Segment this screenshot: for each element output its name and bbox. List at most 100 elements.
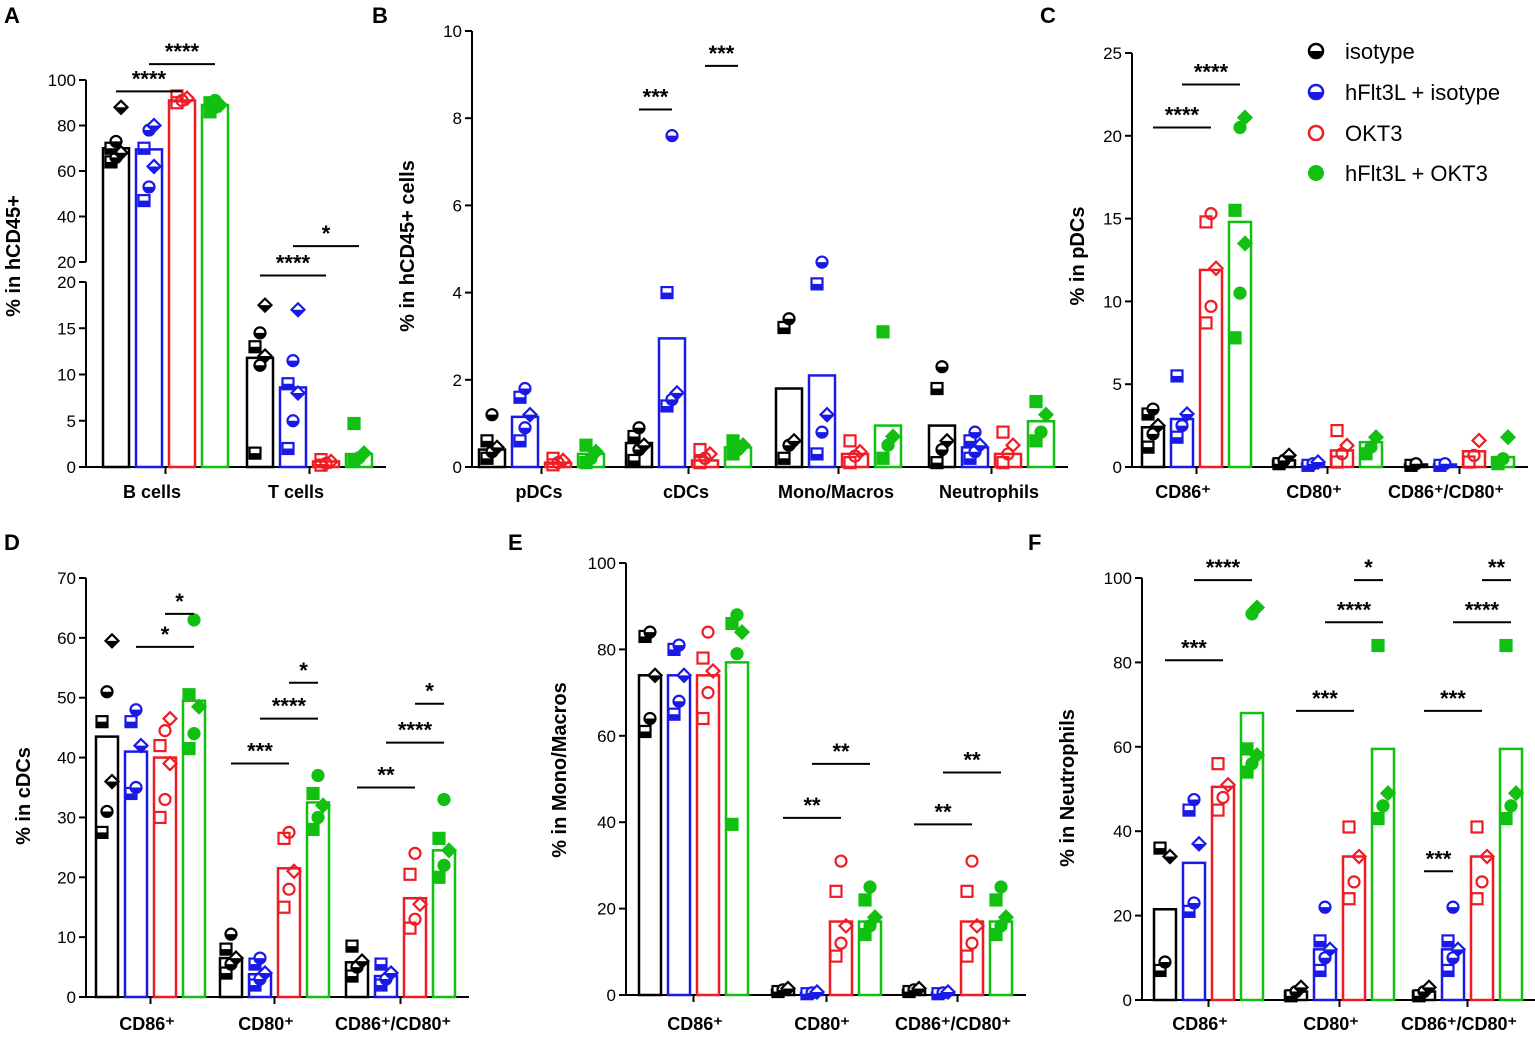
data-point <box>1037 406 1055 423</box>
data-point-fill <box>1188 902 1200 909</box>
data-point-fill <box>1278 460 1290 466</box>
significance-label: **** <box>1337 597 1372 622</box>
data-point-fill <box>931 388 943 395</box>
panel-d: D % in cDCs 010203040506070*************… <box>4 530 469 1034</box>
y-tick-label: 20 <box>597 900 616 919</box>
category-label: B cells <box>123 482 181 502</box>
data-point <box>153 810 167 825</box>
data-point-fill <box>1442 970 1454 976</box>
data-point <box>1367 429 1385 446</box>
data-point-fill <box>936 449 948 456</box>
data-point <box>546 451 560 465</box>
data-point-fill <box>486 414 498 421</box>
data-point-fill <box>783 318 795 325</box>
y-axis-label: % in hCD45+ <box>3 195 25 317</box>
data-point-fill <box>964 440 976 447</box>
data-point-fill <box>1183 911 1195 917</box>
data-point-fill <box>1319 957 1331 964</box>
data-point-fill <box>941 991 955 999</box>
data-point <box>432 870 446 884</box>
data-point <box>1236 235 1254 252</box>
y-tick-label: 15 <box>57 319 76 338</box>
significance-label: * <box>322 221 331 246</box>
data-point <box>306 822 320 837</box>
data-point <box>960 884 974 898</box>
significance-label: * <box>161 622 170 647</box>
data-point-fill <box>481 458 493 464</box>
bar <box>276 867 302 999</box>
y-tick-label: 20 <box>1103 127 1122 146</box>
data-point-fill <box>666 399 678 405</box>
bar <box>807 374 837 469</box>
significance-label: *** <box>1426 846 1452 871</box>
data-point-fill <box>490 447 504 454</box>
data-point <box>153 738 167 753</box>
data-point-fill <box>114 152 128 160</box>
data-point <box>858 893 872 907</box>
data-point <box>863 880 877 894</box>
data-point <box>1499 429 1517 446</box>
bar <box>774 387 804 469</box>
data-point <box>968 917 986 934</box>
bar <box>1341 855 1367 1002</box>
significance-label: *** <box>709 41 735 66</box>
bar <box>94 735 120 999</box>
data-point <box>1248 599 1266 616</box>
bar <box>695 674 721 997</box>
data-point-fill <box>673 645 685 651</box>
data-point <box>1240 742 1254 756</box>
data-point <box>579 438 593 452</box>
data-point <box>158 792 172 807</box>
data-point <box>432 831 446 845</box>
data-point-fill <box>346 946 358 952</box>
legend-label: hFlt3L + isotype <box>1345 80 1500 105</box>
y-tick-label: 0 <box>67 458 76 477</box>
data-point-fill <box>380 979 392 985</box>
data-point-fill <box>519 388 531 395</box>
data-point-fill <box>96 721 108 728</box>
category-label: CD80⁺ <box>238 1014 294 1034</box>
data-point <box>411 896 429 913</box>
data-point <box>994 880 1008 894</box>
data-point-fill <box>114 107 128 114</box>
legend-marker-fill <box>1309 92 1323 99</box>
bar <box>1498 747 1524 1002</box>
data-point-fill <box>781 988 795 996</box>
data-point <box>876 325 890 339</box>
data-point <box>1371 638 1385 653</box>
data-point <box>1001 447 1015 461</box>
data-point-fill <box>287 360 299 367</box>
bar <box>167 99 197 469</box>
category-label: Mono/Macros <box>778 482 894 502</box>
data-point-fill <box>291 393 305 400</box>
y-tick-label: 30 <box>57 808 76 827</box>
data-point <box>730 608 744 622</box>
data-point-fill <box>258 356 272 363</box>
data-point <box>965 854 979 868</box>
data-point-fill <box>661 292 673 299</box>
data-point-fill <box>673 701 685 707</box>
data-point <box>1219 776 1237 793</box>
data-point-fill <box>816 262 828 268</box>
data-point <box>1470 432 1488 449</box>
data-point-fill <box>628 460 640 466</box>
significance-label: **** <box>1465 597 1500 622</box>
data-point-fill <box>1294 987 1308 994</box>
y-tick-label: 80 <box>57 117 76 136</box>
y-tick-label: 100 <box>1104 569 1132 588</box>
panel-a: A % in hCD45+ 2040608010005101520*******… <box>3 3 386 502</box>
data-point <box>1199 316 1213 330</box>
data-point-fill <box>258 305 272 312</box>
data-point-fill <box>644 718 656 725</box>
bar <box>152 756 178 999</box>
data-point <box>1475 875 1489 889</box>
data-point <box>994 919 1008 933</box>
data-point-fill <box>125 793 137 799</box>
data-point <box>696 651 710 665</box>
category-label: CD86⁺ <box>1155 482 1211 502</box>
data-point <box>881 438 895 452</box>
category-label: CD86⁺ <box>1172 1014 1228 1034</box>
bar <box>200 103 230 469</box>
y-axis-label: % in hCD45+ cells <box>397 160 419 332</box>
